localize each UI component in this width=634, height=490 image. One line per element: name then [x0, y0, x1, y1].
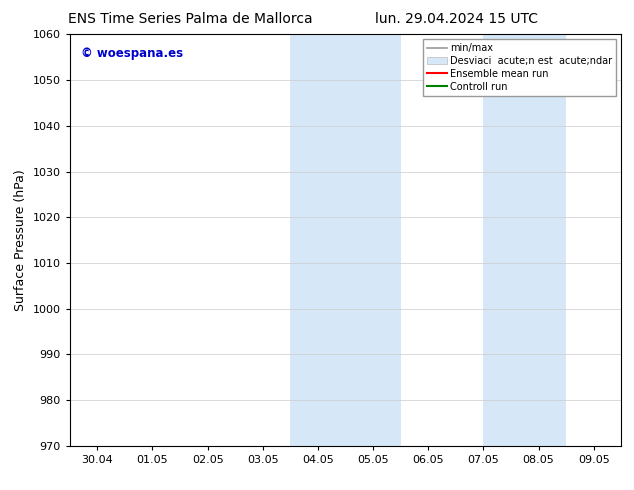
Legend: min/max, Desviaci  acute;n est  acute;ndar, Ensemble mean run, Controll run: min/max, Desviaci acute;n est acute;ndar…	[424, 39, 616, 96]
Text: lun. 29.04.2024 15 UTC: lun. 29.04.2024 15 UTC	[375, 12, 538, 26]
Text: © woespana.es: © woespana.es	[81, 47, 183, 60]
Y-axis label: Surface Pressure (hPa): Surface Pressure (hPa)	[14, 169, 27, 311]
Bar	[483, 34, 566, 446]
Text: ENS Time Series Palma de Mallorca: ENS Time Series Palma de Mallorca	[68, 12, 313, 26]
Bar	[290, 34, 401, 446]
